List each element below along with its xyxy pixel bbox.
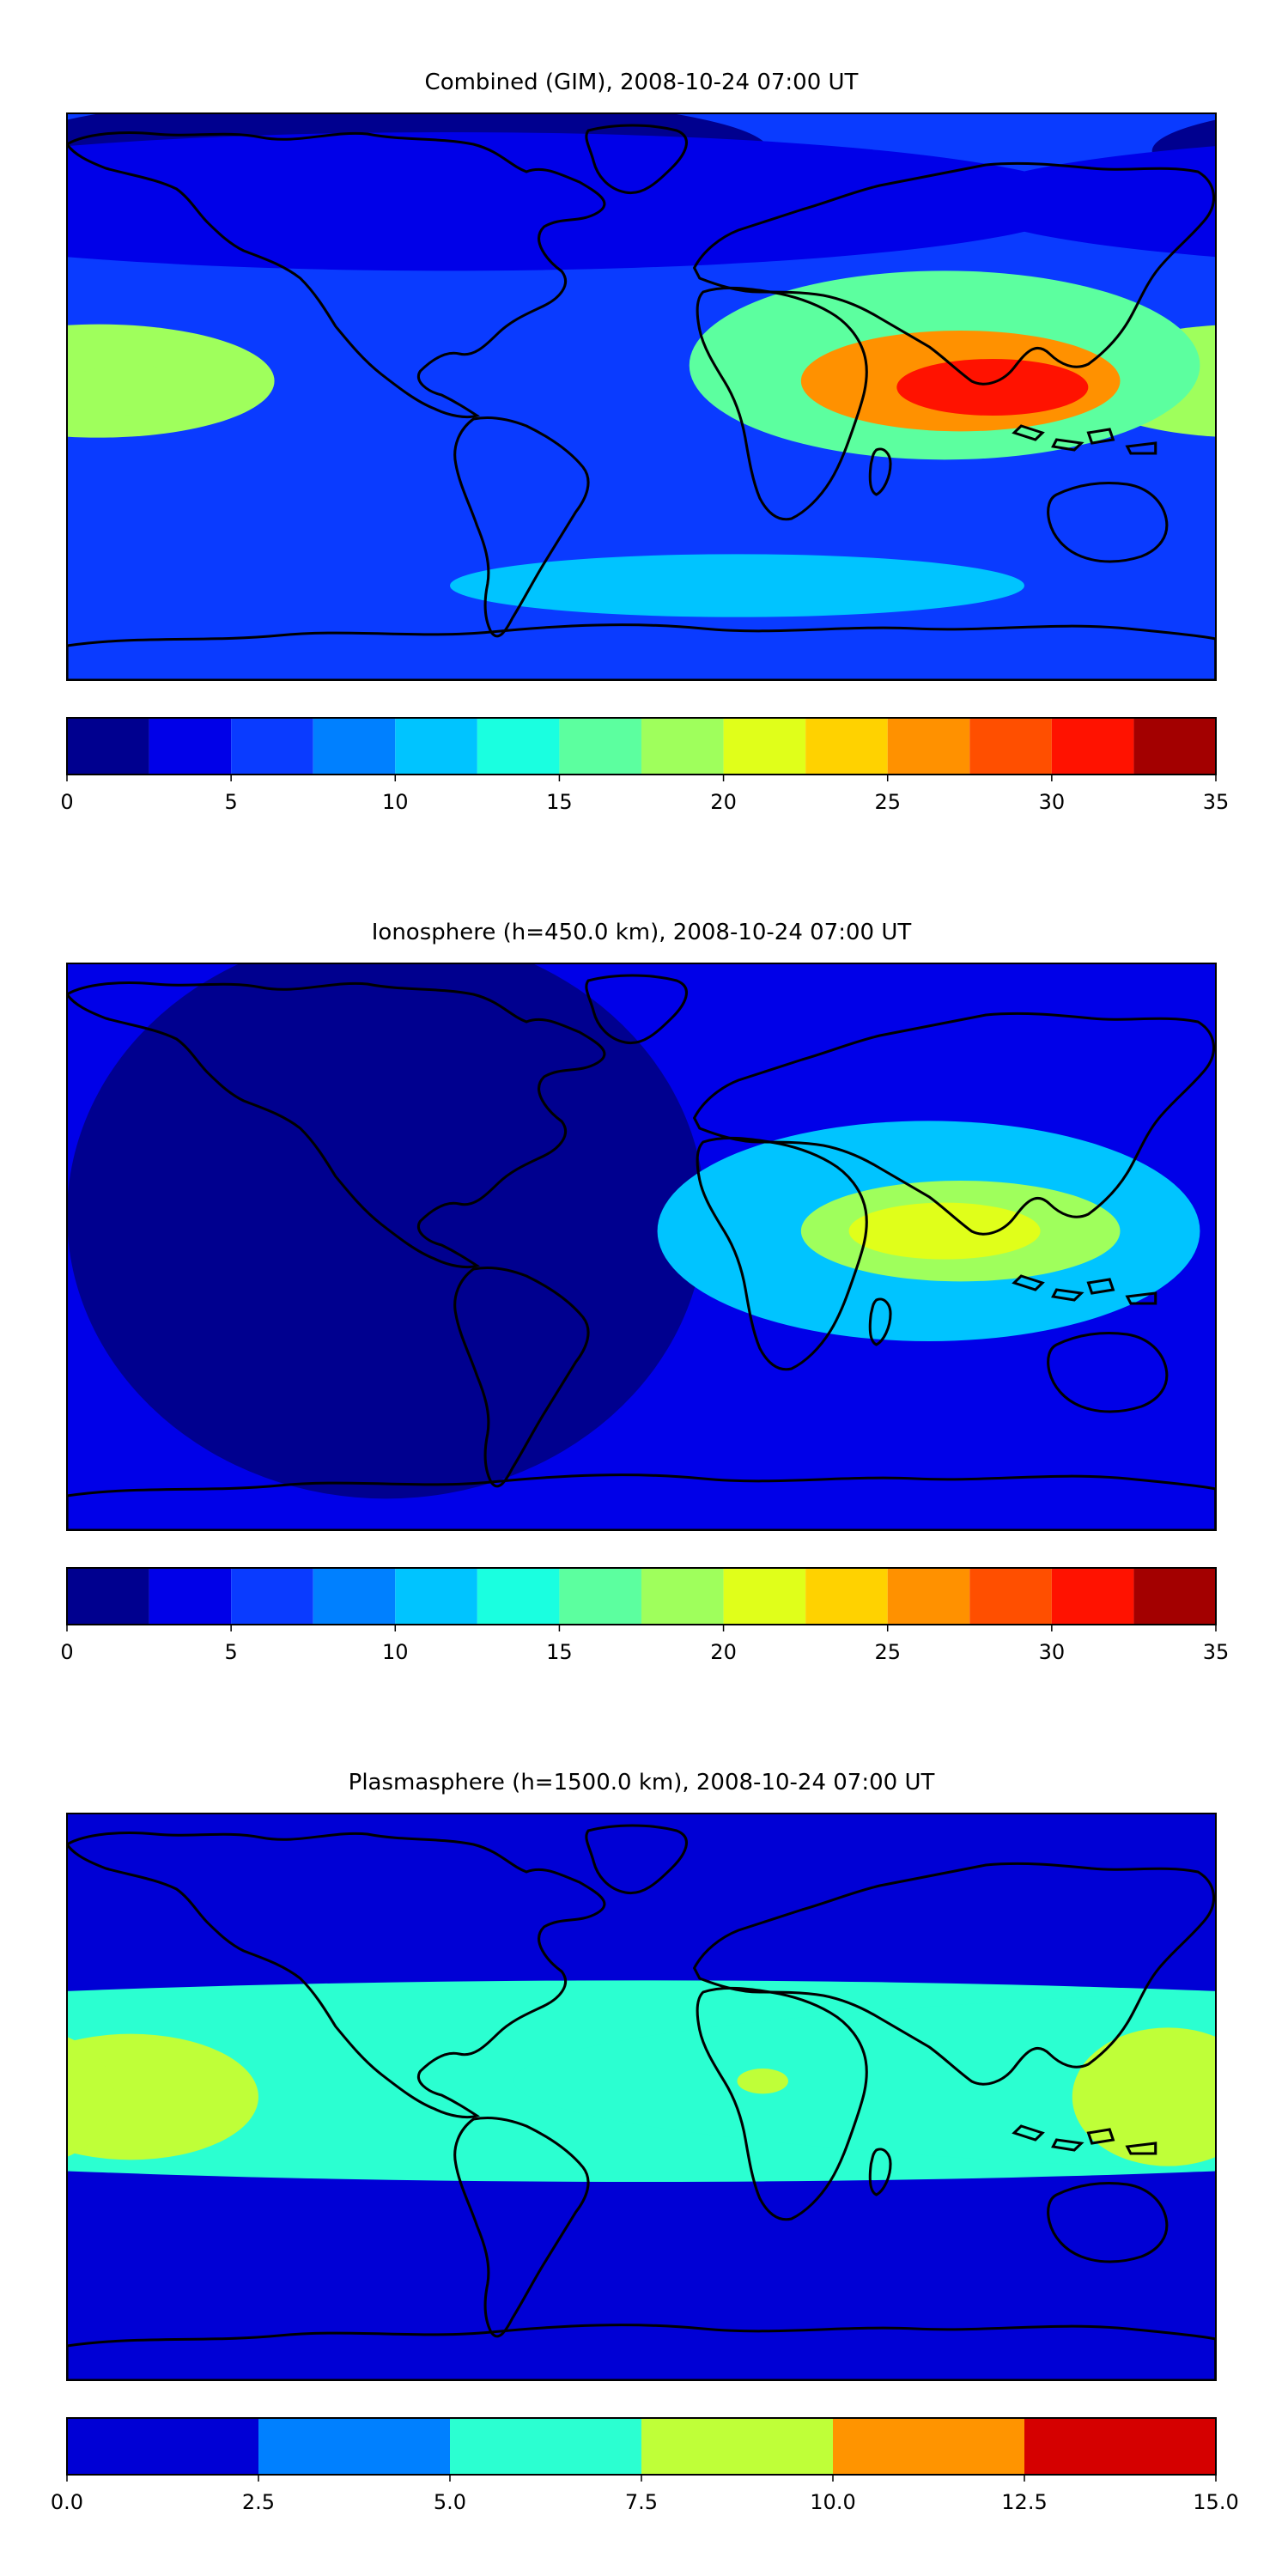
colorbar-tick-label: 2.5 — [242, 2490, 275, 2514]
contour-region-north-mid — [960, 146, 1216, 258]
colorbar-tick-label: 15 — [546, 790, 573, 814]
colorbar-segment — [395, 1568, 477, 1625]
contour-region-asia-outer — [0, 1121, 51, 1341]
combined-gim-panel: Combined (GIM), 2008-10-24 07:00 UT 0 5 10… — [0, 70, 1230, 814]
colorbar-tick-label: 15.0 — [1193, 2490, 1238, 2514]
colorbar-tick-label: 0 — [60, 790, 73, 814]
ionosphere-colorbar: 0 5 10 15 20 25 30 35 — [60, 1567, 1230, 1664]
combined-gim-map — [0, 113, 1216, 680]
ionosphere-panel: Ionosphere (h=450.0 km), 2008-10-24 07:0… — [0, 920, 1288, 1664]
colorbar-segment — [805, 718, 888, 775]
colorbar-segment — [67, 2418, 258, 2475]
colorbar-frame — [66, 717, 1217, 775]
contour-region-north-mid — [67, 132, 1089, 271]
colorbar-tick-label: 5 — [225, 790, 238, 814]
colorbar-tick-label: 10 — [382, 1640, 409, 1664]
colorbar-segment — [805, 1568, 888, 1625]
panel-2-title: Ionosphere (h=450.0 km), 2008-10-24 07:0… — [372, 920, 912, 945]
colorbar-tick-label: 30 — [1039, 1640, 1066, 1664]
contour-region-south-band — [450, 554, 1024, 617]
plasmasphere-map — [67, 1814, 1216, 2380]
colorbar-tick-label: 35 — [1203, 1640, 1230, 1664]
colorbar-segment — [477, 1568, 560, 1625]
colorbar-segment — [969, 718, 1052, 775]
colorbar-tick-label: 10.0 — [810, 2490, 855, 2514]
contour-region-west-pacific-high — [1072, 2027, 1216, 2166]
colorbar-tick-label: 5.0 — [434, 2490, 466, 2514]
contour-region-asia-core — [896, 359, 1089, 416]
panel-1-title: Combined (GIM), 2008-10-24 07:00 UT — [425, 70, 859, 95]
colorbar-tick-label: 20 — [710, 790, 737, 814]
plasmasphere-panel: Plasmasphere (h=1500.0 km), 2008-10-24 0… — [51, 1770, 1239, 2514]
colorbar-segment — [313, 1568, 396, 1625]
colorbar-segment — [1051, 1568, 1134, 1625]
colorbar-segment — [149, 1568, 232, 1625]
colorbar-tick-label: 10 — [382, 790, 409, 814]
colorbar-segment — [559, 718, 641, 775]
colorbar-segment — [1051, 718, 1134, 775]
colorbar-segment — [395, 718, 477, 775]
contour-region-west-pacific-high — [67, 2037, 115, 2157]
contour-region-pacific-peak — [1209, 380, 1216, 401]
colorbar-tick-label: 30 — [1039, 790, 1066, 814]
colorbar-tick-label: 20 — [710, 1640, 737, 1664]
colorbar-tick-label: 35 — [1203, 790, 1230, 814]
colorbar-segment — [969, 1568, 1052, 1625]
colorbar-tick-label: 7.5 — [625, 2490, 658, 2514]
colorbar-segment — [67, 1568, 149, 1625]
colorbar-tick-label: 12.5 — [1001, 2490, 1047, 2514]
colorbar-segment — [1133, 1568, 1216, 1625]
contour-region-americas-low — [1216, 932, 1288, 1498]
panel-3-title: Plasmasphere (h=1500.0 km), 2008-10-24 0… — [349, 1770, 935, 1795]
contour-region-asia-core — [848, 1202, 1041, 1260]
ionosphere-map — [0, 932, 1288, 1530]
colorbar-tick-label: 15 — [546, 1640, 573, 1664]
colorbar-segment — [887, 718, 970, 775]
map-frame — [66, 1813, 1217, 2381]
contour-region-pacific-peak — [67, 365, 202, 416]
colorbar-segment — [723, 1568, 806, 1625]
colorbar-tick-label: 25 — [874, 790, 901, 814]
colorbar-tick-label: 0.0 — [51, 2490, 83, 2514]
colorbar-segment — [641, 2418, 833, 2475]
colorbar-frame — [66, 1567, 1217, 1625]
plasmasphere-colorbar: 0.0 2.5 5.0 7.5 10.0 12.5 15.0 — [51, 2417, 1239, 2514]
colorbar-tick-label: 25 — [874, 1640, 901, 1664]
colorbar-segment — [477, 718, 560, 775]
colorbar-segment — [723, 718, 806, 775]
colorbar-segment — [258, 2418, 450, 2475]
colorbar-tick-label: 5 — [225, 1640, 238, 1664]
colorbar-segment — [641, 718, 724, 775]
map-frame — [66, 112, 1217, 681]
map-frame — [66, 963, 1217, 1531]
colorbar-tick-label: 0 — [60, 1640, 73, 1664]
colorbar-segment — [641, 1568, 724, 1625]
colorbar-segment — [1024, 2418, 1216, 2475]
colorbar-segment — [1133, 718, 1216, 775]
colorbar-segment — [67, 718, 149, 775]
colorbar-segment — [313, 718, 396, 775]
contour-region-africa-spot — [737, 2069, 788, 2094]
contour-region-pacific-high — [67, 2033, 258, 2160]
colorbar-segment — [231, 718, 313, 775]
colorbar-segment — [450, 2418, 641, 2475]
colorbar-segment — [887, 1568, 970, 1625]
colorbar-segment — [559, 1568, 641, 1625]
colorbar-segment — [833, 2418, 1024, 2475]
colorbar-segment — [231, 1568, 313, 1625]
contour-region-americas-low — [67, 963, 706, 1499]
combined-colorbar: 0 5 10 15 20 25 30 35 — [60, 717, 1230, 814]
colorbar-segment — [149, 718, 232, 775]
contour-region-asia-peak-outer — [0, 270, 51, 459]
